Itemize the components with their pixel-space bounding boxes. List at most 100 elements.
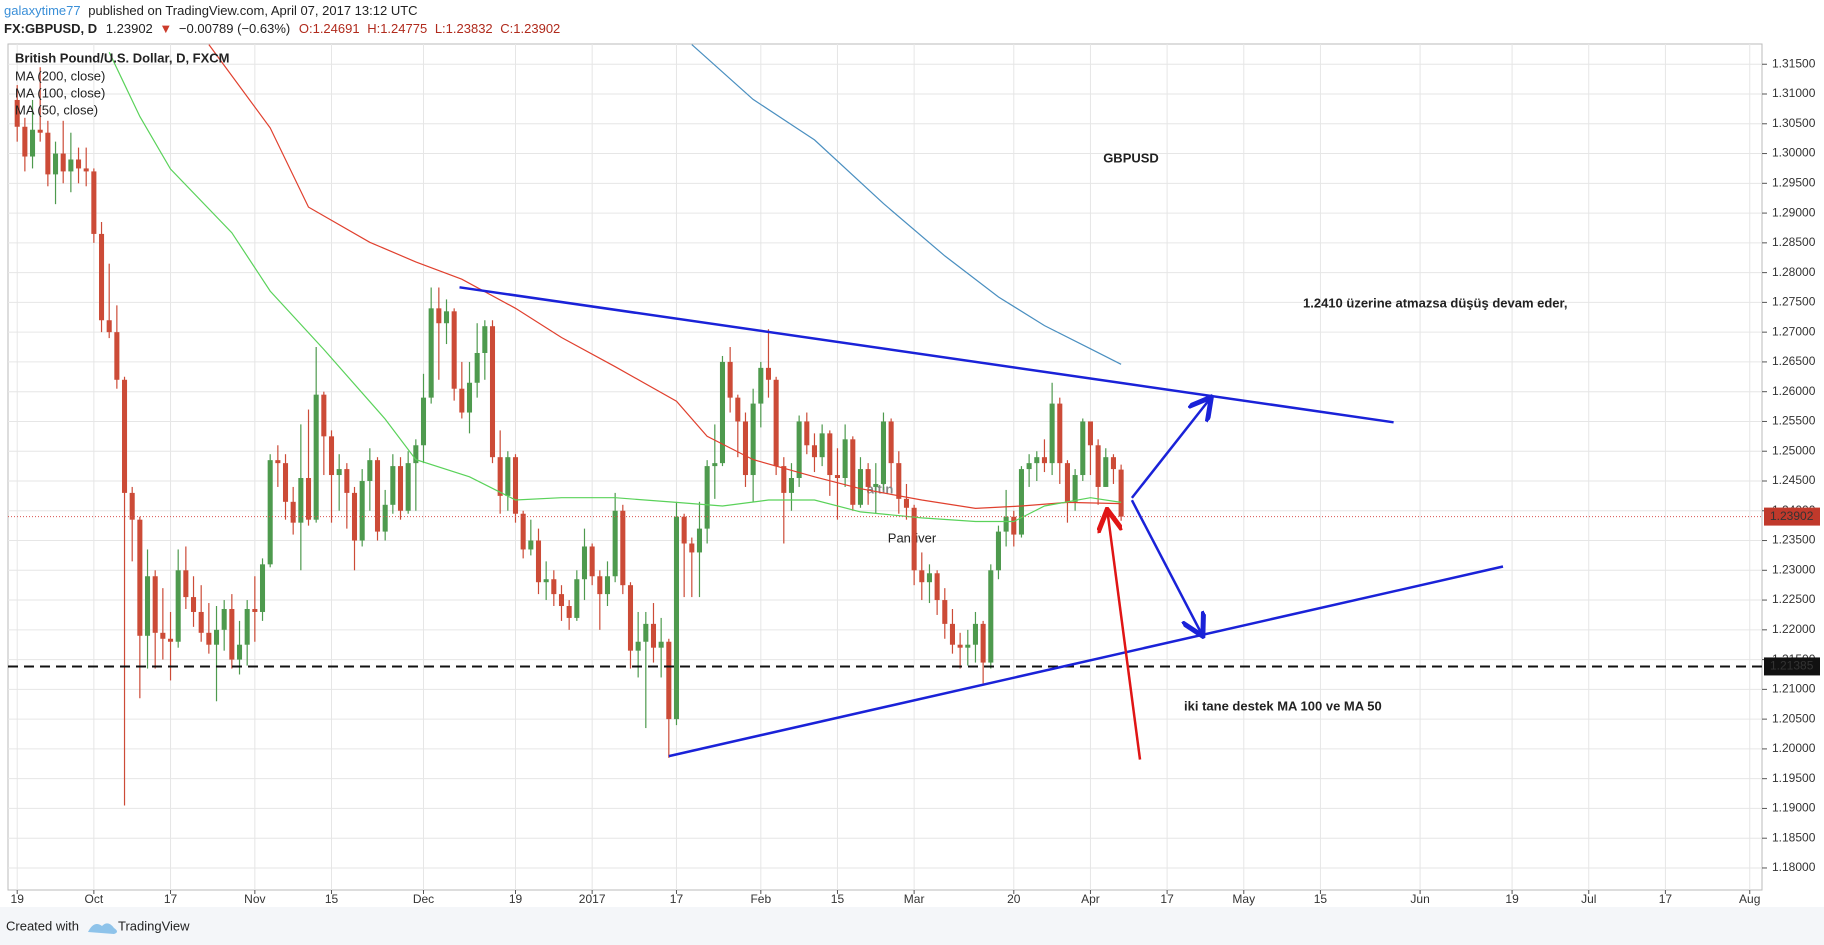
candle-body — [129, 492, 135, 520]
candle-body — [259, 564, 266, 612]
candle-body — [597, 576, 603, 595]
y-tick-label: 1.31500 — [1772, 56, 1816, 70]
candle-body — [627, 585, 634, 651]
candle-body — [68, 159, 74, 172]
candle-body — [167, 638, 174, 642]
x-tick-label: Feb — [750, 892, 771, 906]
candle-body — [497, 457, 503, 496]
legend: British Pound/U.S. Dollar, D, FXCM MA (2… — [15, 50, 230, 117]
y-tick-label: 1.30000 — [1772, 146, 1816, 160]
drawings — [459, 286, 1504, 760]
candle-body — [75, 159, 82, 169]
candle-body — [926, 573, 932, 583]
y-tick-label: 1.25000 — [1772, 443, 1816, 457]
candle-body — [1064, 463, 1070, 502]
candle-body — [91, 171, 97, 234]
candle-body — [1018, 469, 1024, 535]
y-tick-label: 1.27000 — [1772, 324, 1816, 338]
legend-entry: MA (200, close) — [15, 68, 105, 83]
candle-body — [551, 579, 557, 595]
y-tick-label: 1.30500 — [1772, 116, 1816, 130]
candle-body — [22, 126, 28, 157]
symbol: FX:GBPUSD, D — [4, 21, 97, 36]
y-tick-label: 1.23500 — [1772, 533, 1816, 547]
candle-body — [995, 531, 1001, 571]
candle-body — [30, 129, 36, 157]
candle-body — [459, 388, 465, 413]
x-tick-label: Apr — [1081, 892, 1100, 906]
candle-body — [788, 478, 795, 493]
candle-body — [520, 513, 526, 550]
candle-body — [689, 543, 695, 553]
candle-body — [842, 439, 848, 479]
candle-body — [229, 608, 235, 660]
candle-body — [344, 469, 350, 493]
candle-body — [336, 469, 342, 476]
x-tick-label: 15 — [831, 892, 845, 906]
candle-body — [988, 570, 994, 663]
candle-body — [252, 608, 258, 612]
x-tick-label: Jun — [1410, 892, 1429, 906]
y-tick-label: 1.26500 — [1772, 354, 1816, 368]
x-tick-label: Nov — [244, 892, 265, 906]
x-tick-label: 15 — [325, 892, 339, 906]
x-tick-label: 17 — [1160, 892, 1174, 906]
x-tick-label: Oct — [85, 892, 104, 906]
candle-body — [190, 597, 197, 612]
candle-body — [244, 608, 250, 645]
author[interactable]: galaxytime77 — [4, 3, 81, 18]
ohlc-high: H:1.24775 — [367, 21, 427, 36]
candle-body — [1095, 445, 1101, 487]
y-tick-label: 1.27500 — [1772, 295, 1816, 309]
x-tick-label: 17 — [164, 892, 178, 906]
candle-body — [436, 308, 442, 324]
plot — [8, 44, 1762, 806]
support-label-bg — [1764, 657, 1820, 676]
candle-body — [811, 445, 818, 458]
footer-brand[interactable]: TradingView — [118, 918, 190, 933]
last-price-label-bg — [1764, 507, 1820, 526]
candle-body — [620, 510, 626, 586]
candle-body — [106, 320, 112, 333]
candle-body — [796, 421, 802, 479]
candle-body — [275, 460, 281, 464]
candle-body — [1057, 403, 1063, 464]
candle-body — [558, 594, 565, 607]
arrow-support — [1108, 512, 1142, 760]
candle-body — [175, 570, 181, 642]
published: published on TradingView.com, April 07, … — [88, 3, 417, 18]
y-tick-label: 1.20500 — [1772, 711, 1816, 725]
trend-line-upper — [459, 286, 1394, 424]
legend-entry: MA (50, close) — [15, 102, 98, 117]
candle-body — [750, 403, 756, 476]
candle-body — [896, 463, 902, 499]
candle-body — [980, 623, 986, 663]
candle-body — [965, 644, 971, 648]
candle-body — [528, 540, 534, 550]
candle-body — [957, 644, 963, 648]
x-tick-label: Aug — [1739, 892, 1760, 906]
y-tick-label: 1.19500 — [1772, 771, 1816, 785]
candle-body — [911, 507, 917, 571]
candle-body — [903, 498, 909, 508]
change: −0.00789 (−0.63%) — [179, 21, 290, 36]
candle-body — [857, 469, 863, 505]
candle-body — [758, 367, 764, 404]
y-tick-label: 1.28500 — [1772, 235, 1816, 249]
candle-body — [466, 382, 473, 413]
candle-body — [428, 308, 434, 398]
candle-body — [804, 421, 810, 446]
candle-body — [413, 445, 419, 464]
candle-body — [819, 433, 825, 458]
candle-body — [942, 600, 948, 624]
y-tick-label: 1.19000 — [1772, 801, 1816, 815]
candle-body — [704, 466, 710, 529]
candle-body — [696, 528, 703, 553]
trend-line-lower — [668, 565, 1504, 758]
candle-body — [1072, 475, 1078, 502]
candle-body — [1011, 516, 1017, 535]
candle-body — [359, 480, 365, 541]
chart-title: British Pound/U.S. Dollar, D, FXCM — [15, 50, 230, 65]
